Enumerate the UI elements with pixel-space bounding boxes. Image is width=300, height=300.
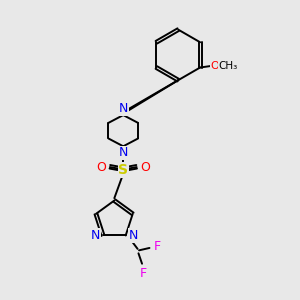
Text: O: O [211, 61, 219, 71]
Text: O: O [97, 160, 106, 174]
Text: O: O [140, 160, 150, 174]
Text: F: F [140, 267, 146, 280]
Text: F: F [154, 240, 161, 253]
Text: N: N [91, 229, 100, 242]
Text: N: N [118, 146, 128, 159]
Text: N: N [118, 102, 128, 115]
Text: CH₃: CH₃ [218, 61, 237, 71]
Text: N: N [118, 102, 128, 115]
Text: S: S [118, 163, 128, 177]
Text: N: N [128, 229, 138, 242]
